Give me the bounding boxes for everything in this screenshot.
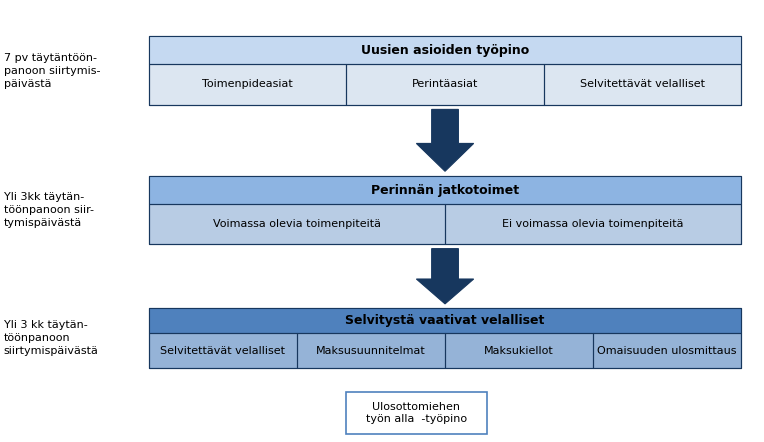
Bar bbox=[149, 309, 741, 368]
Bar bbox=[149, 175, 741, 244]
Bar bbox=[346, 392, 487, 434]
Text: Selvitettävät velalliset: Selvitettävät velalliset bbox=[580, 80, 705, 89]
Text: Maksukiellot: Maksukiellot bbox=[484, 346, 554, 356]
Bar bbox=[149, 37, 741, 64]
Bar bbox=[445, 333, 593, 368]
Bar bbox=[346, 64, 544, 105]
Bar bbox=[544, 64, 741, 105]
Bar bbox=[149, 205, 445, 244]
Text: Yli 3kk täytän-
töönpanoon siir-
tymispäivästä: Yli 3kk täytän- töönpanoon siir- tymispä… bbox=[4, 192, 94, 228]
Bar bbox=[149, 37, 741, 105]
Text: Selvitystä vaativat velalliset: Selvitystä vaativat velalliset bbox=[345, 314, 545, 328]
Text: Omaisuuden ulosmittaus: Omaisuuden ulosmittaus bbox=[597, 346, 736, 356]
Text: Uusien asioiden työpino: Uusien asioiden työpino bbox=[361, 44, 529, 57]
Polygon shape bbox=[416, 110, 474, 171]
Polygon shape bbox=[416, 248, 474, 304]
Text: Yli 3 kk täytän-
töönpanoon
siirtymispäivästä: Yli 3 kk täytän- töönpanoon siirtymispäi… bbox=[4, 320, 99, 356]
Text: Maksusuunnitelmat: Maksusuunnitelmat bbox=[316, 346, 426, 356]
Bar bbox=[445, 205, 741, 244]
Bar bbox=[149, 175, 741, 205]
Text: Ulosottomiehen
työn alla  -työpino: Ulosottomiehen työn alla -työpino bbox=[366, 403, 467, 424]
Bar bbox=[593, 333, 741, 368]
Text: Voimassa olevia toimenpiteitä: Voimassa olevia toimenpiteitä bbox=[213, 219, 381, 229]
Bar bbox=[149, 309, 741, 333]
Text: 7 pv täytäntöön-
panoon siirtymis-
päivästä: 7 pv täytäntöön- panoon siirtymis- päivä… bbox=[4, 53, 100, 89]
Text: Selvitettävät velalliset: Selvitettävät velalliset bbox=[160, 346, 286, 356]
Bar bbox=[149, 64, 346, 105]
Text: Ei voimassa olevia toimenpiteitä: Ei voimassa olevia toimenpiteitä bbox=[502, 219, 684, 229]
Bar bbox=[297, 333, 445, 368]
Bar bbox=[149, 333, 297, 368]
Text: Perintäasiat: Perintäasiat bbox=[412, 80, 478, 89]
Text: Perinnän jatkotoimet: Perinnän jatkotoimet bbox=[371, 183, 519, 197]
Text: Toimenpideasiat: Toimenpideasiat bbox=[202, 80, 293, 89]
